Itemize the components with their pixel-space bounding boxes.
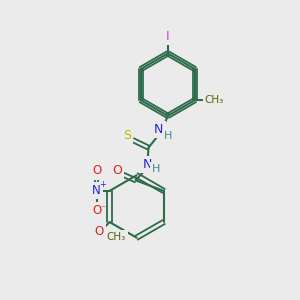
Text: ⁻: ⁻ [100,205,106,214]
Text: O: O [92,204,101,217]
Text: O: O [92,164,101,178]
Text: N: N [92,184,101,197]
Text: CH₃: CH₃ [106,232,125,242]
Text: O: O [112,164,122,177]
Text: H: H [164,131,172,141]
Text: H: H [152,164,161,174]
Text: N: N [154,123,164,136]
Text: S: S [123,129,131,142]
Text: I: I [166,30,169,43]
Text: O: O [95,225,104,238]
Text: CH₃: CH₃ [205,95,224,105]
Text: N: N [142,158,152,171]
Text: +: + [99,180,106,189]
